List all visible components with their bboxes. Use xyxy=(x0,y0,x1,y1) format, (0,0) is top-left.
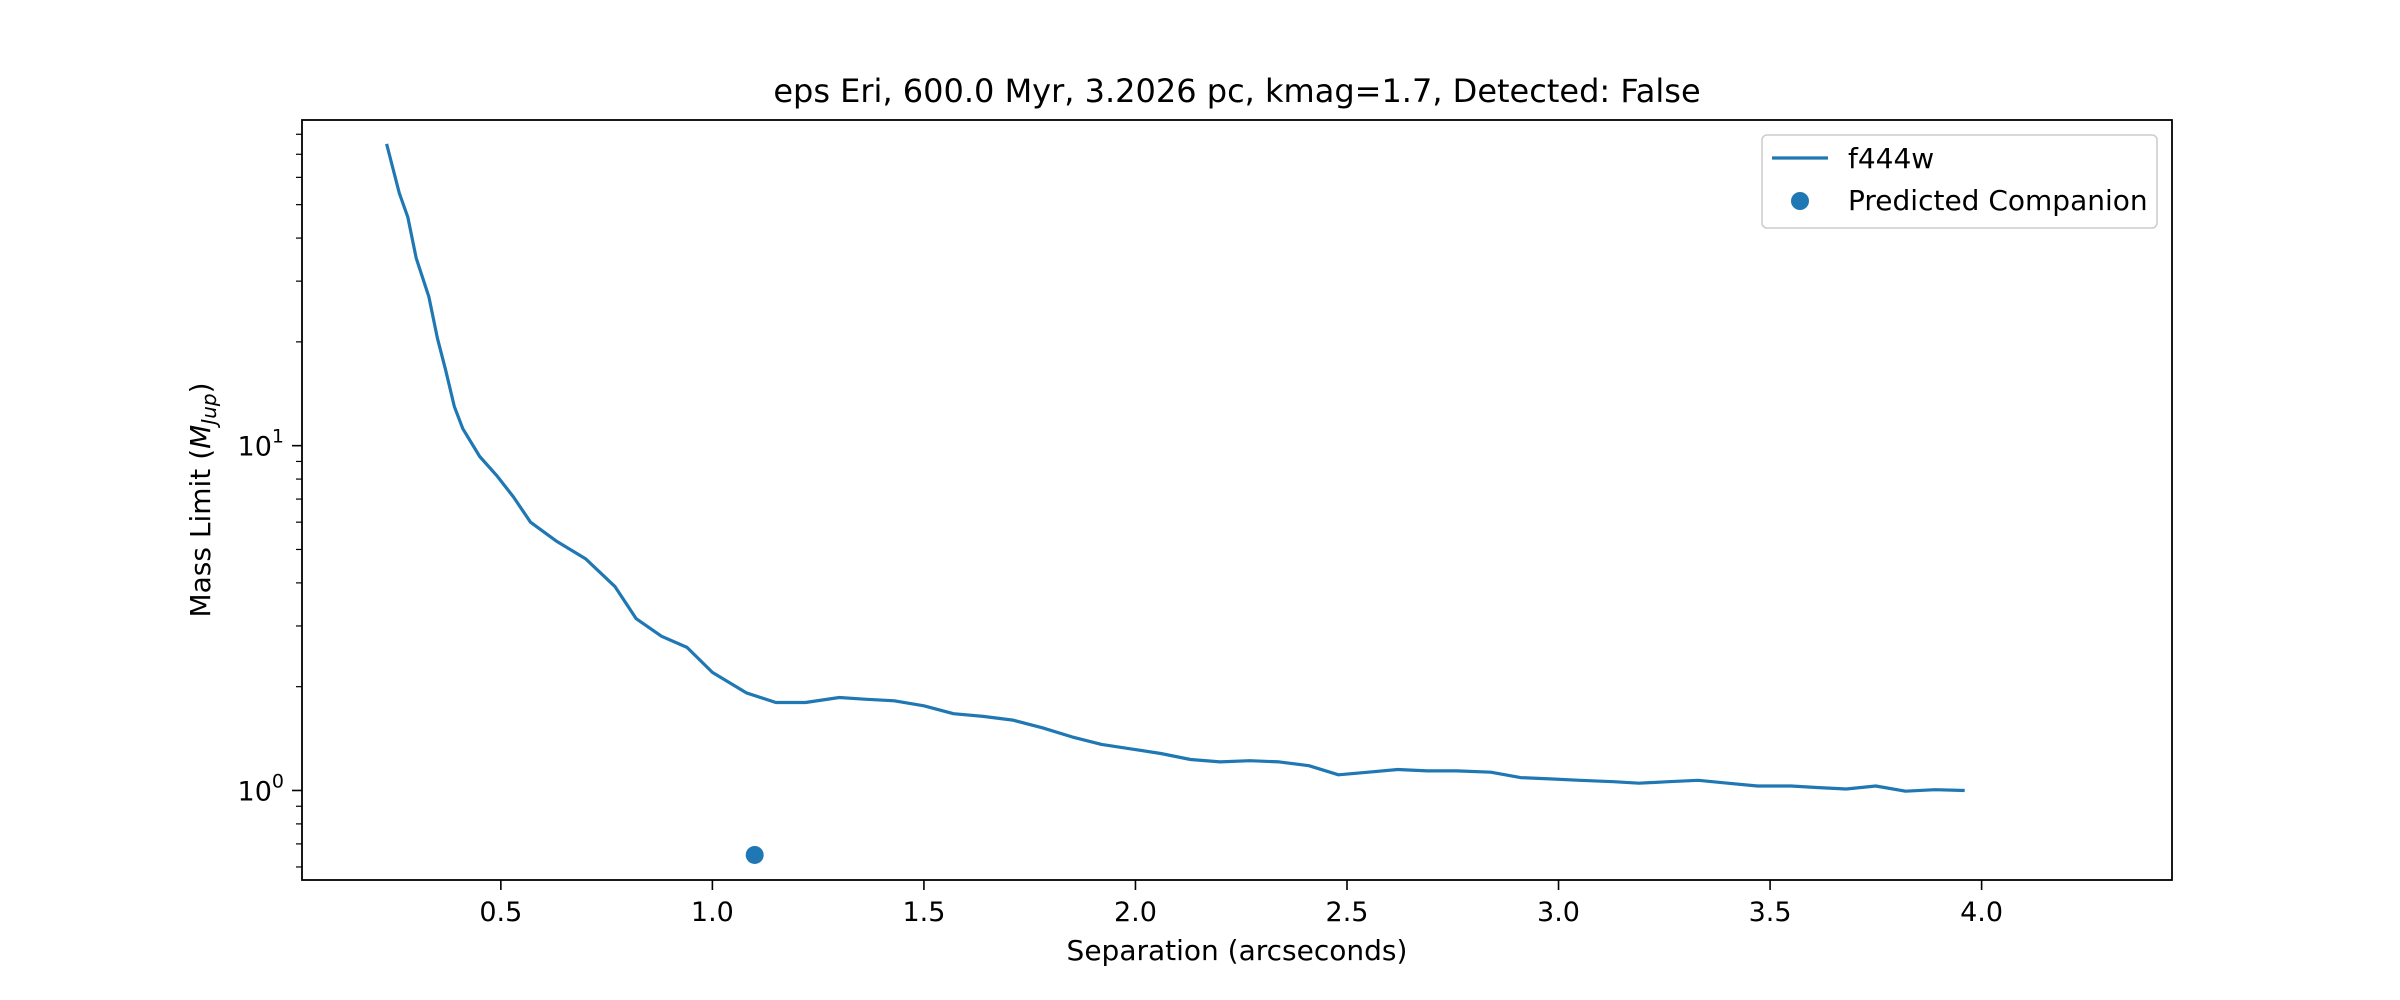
legend-box xyxy=(1761,134,2158,229)
y-axis-label-subscript: Jup xyxy=(197,393,221,428)
y-tick-label-exponent: 1 xyxy=(272,426,284,448)
x-tick-label: 2.5 xyxy=(1326,897,1369,928)
legend-label-f444w: f444w xyxy=(1848,142,1934,175)
y-axis-label-math: M xyxy=(184,425,217,449)
x-tick-label: 1.5 xyxy=(902,897,945,928)
legend-label-predicted-companion: Predicted Companion xyxy=(1848,184,2148,217)
x-axis-ticks: 0.5 1.0 1.5 2.0 2.5 3.0 3.5 4.0 xyxy=(479,880,2003,928)
plot-frame xyxy=(301,119,2173,881)
y-tick-label-base: 10 xyxy=(238,776,272,807)
y-tick-label-base: 10 xyxy=(238,432,272,463)
y-axis-label-close: ) xyxy=(184,382,217,393)
y-axis-label: Mass Limit (MJup) xyxy=(184,382,221,617)
predicted-companion-point xyxy=(745,845,764,864)
y-tick-label: 100 xyxy=(238,770,284,807)
series-line-f444w xyxy=(385,143,1965,793)
x-tick-label: 2.0 xyxy=(1114,897,1157,928)
x-tick-label: 3.0 xyxy=(1537,897,1580,928)
x-tick-label: 0.5 xyxy=(479,897,522,928)
plot-area xyxy=(385,143,1965,864)
y-tick-label: 101 xyxy=(238,426,284,463)
legend-swatch-predicted-companion xyxy=(1791,192,1809,210)
y-axis-label-text: Mass Limit ( xyxy=(184,449,217,618)
chart-title: eps Eri, 600.0 Myr, 3.2026 pc, kmag=1.7,… xyxy=(773,72,1700,110)
x-axis-label: Separation (arcseconds) xyxy=(1067,934,1408,967)
x-tick-label: 1.0 xyxy=(691,897,734,928)
legend: f444w Predicted Companion xyxy=(1761,134,2158,229)
x-tick-label: 4.0 xyxy=(1960,897,2003,928)
x-tick-label: 3.5 xyxy=(1749,897,1792,928)
y-tick-label-exponent: 0 xyxy=(272,770,284,792)
